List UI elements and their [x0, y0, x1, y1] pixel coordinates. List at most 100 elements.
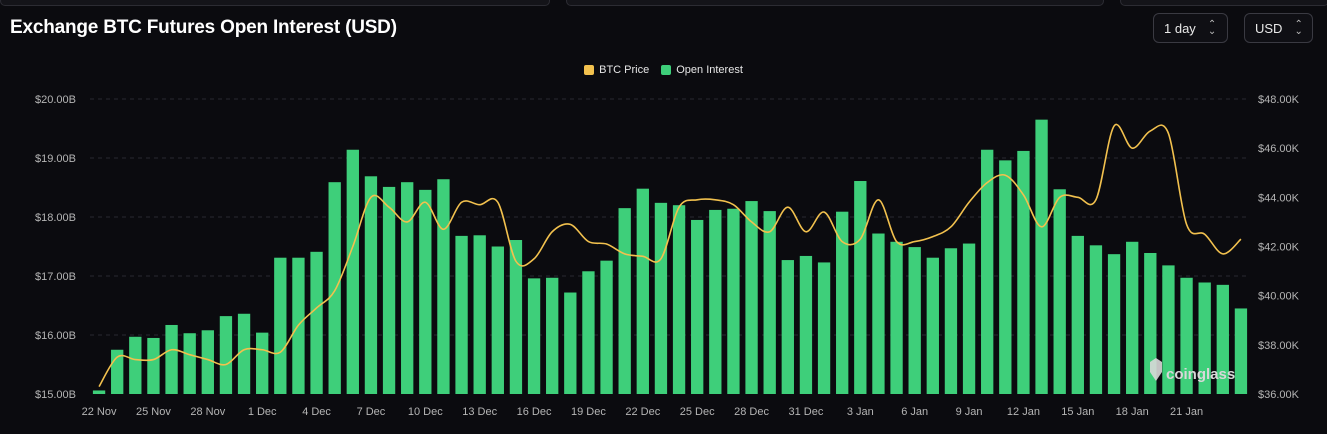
open-interest-bar — [1144, 252, 1157, 394]
open-interest-bar — [1216, 284, 1229, 394]
open-interest-bar — [709, 209, 722, 394]
open-interest-bar — [509, 240, 523, 394]
open-interest-bar — [129, 336, 142, 394]
open-interest-bar — [582, 271, 595, 394]
open-interest-bar — [1234, 308, 1248, 394]
y-left-tick-label: $18.00B — [35, 212, 76, 224]
top-control-stub-right[interactable] — [1120, 0, 1327, 6]
legend-item-btc-price[interactable]: BTC Price — [584, 64, 649, 76]
open-interest-bar — [473, 235, 486, 394]
open-interest-bar — [944, 248, 958, 394]
legend-label-open-interest: Open Interest — [676, 64, 743, 76]
chevron-updown-icon: ⌃ ⌄ — [1294, 19, 1303, 37]
y-left-tick-label: $16.00B — [35, 330, 76, 342]
open-interest-bar — [419, 189, 432, 394]
open-interest-bar — [890, 241, 903, 394]
open-interest-bar — [745, 201, 758, 394]
open-interest-bar — [1198, 282, 1211, 394]
open-interest-bar — [1180, 277, 1193, 394]
x-tick-label: 9 Jan — [956, 406, 983, 418]
top-control-stub-left[interactable] — [0, 0, 550, 6]
x-tick-label: 16 Dec — [517, 406, 552, 418]
open-interest-bar — [1107, 254, 1121, 394]
open-interest-bar — [1089, 245, 1103, 394]
btc-price-line — [98, 123, 1242, 388]
y-right-tick-label: $36.00K — [1258, 389, 1300, 401]
top-control-stub-middle[interactable] — [566, 0, 1104, 6]
open-interest-bar — [672, 205, 686, 394]
x-tick-label: 12 Jan — [1007, 406, 1040, 418]
open-interest-bar — [799, 255, 813, 394]
chart-legend: BTC Price Open Interest — [0, 64, 1327, 76]
open-interest-bar — [908, 247, 921, 394]
interval-select[interactable]: 1 day ⌃ ⌄ — [1153, 13, 1228, 43]
x-tick-label: 22 Nov — [82, 406, 117, 418]
x-tick-label: 28 Nov — [190, 406, 225, 418]
y-left-tick-label: $20.00B — [35, 94, 76, 106]
x-tick-label: 4 Dec — [302, 406, 331, 418]
open-interest-bar — [165, 324, 178, 394]
open-interest-bar — [455, 235, 468, 394]
open-interest-bar — [1162, 265, 1175, 394]
open-interest-bar — [1035, 119, 1048, 395]
open-interest-bar — [981, 149, 994, 394]
y-right-tick-label: $46.00K — [1258, 143, 1300, 155]
x-tick-label: 3 Jan — [847, 406, 874, 418]
open-interest-bar — [92, 390, 106, 394]
open-interest-bar — [1017, 150, 1030, 394]
open-interest-bar — [618, 208, 631, 394]
open-interest-bar — [491, 246, 504, 394]
open-interest-bar — [328, 182, 341, 394]
x-tick-label: 18 Jan — [1116, 406, 1149, 418]
x-tick-label: 13 Dec — [462, 406, 497, 418]
open-interest-bar — [364, 176, 378, 394]
y-right-tick-label: $40.00K — [1258, 291, 1300, 303]
open-interest-bar — [527, 278, 541, 394]
legend-swatch-open-interest — [661, 65, 672, 75]
open-interest-bar — [1053, 189, 1066, 394]
y-right-tick-label: $48.00K — [1258, 94, 1300, 106]
open-interest-bar — [237, 313, 251, 394]
x-tick-label: 10 Dec — [408, 406, 443, 418]
x-tick-label: 1 Dec — [248, 406, 277, 418]
chart-controls: 1 day ⌃ ⌄ USD ⌃ ⌄ — [1153, 13, 1313, 43]
y-right-tick-label: $42.00K — [1258, 242, 1300, 254]
open-interest-bar — [564, 292, 577, 394]
coinglass-logo-icon — [1150, 358, 1162, 381]
legend-item-open-interest[interactable]: Open Interest — [661, 64, 743, 76]
x-tick-label: 7 Dec — [357, 406, 386, 418]
currency-select-value: USD — [1255, 20, 1283, 36]
chart-header: Exchange BTC Futures Open Interest (USD)… — [10, 13, 1313, 43]
x-tick-label: 21 Jan — [1170, 406, 1203, 418]
open-interest-bar — [183, 333, 196, 394]
x-tick-label: 19 Dec — [571, 406, 606, 418]
open-interest-bar — [781, 260, 794, 394]
open-interest-bar — [817, 262, 831, 394]
y-left-tick-label: $19.00B — [35, 153, 76, 165]
x-tick-label: 28 Dec — [734, 406, 769, 418]
x-tick-label: 25 Nov — [136, 406, 171, 418]
open-interest-bar — [636, 188, 649, 394]
open-interest-bar — [1126, 241, 1139, 394]
watermark-text: coinglass — [1166, 366, 1235, 383]
chart-title: Exchange BTC Futures Open Interest (USD) — [10, 17, 397, 38]
y-right-tick-label: $38.00K — [1258, 340, 1300, 352]
open-interest-bar — [346, 149, 359, 394]
y-left-tick-label: $17.00B — [35, 271, 76, 283]
open-interest-bar — [926, 257, 939, 394]
currency-select[interactable]: USD ⌃ ⌄ — [1244, 13, 1313, 43]
chevron-updown-icon: ⌃ ⌄ — [1207, 19, 1217, 37]
legend-label-btc-price: BTC Price — [599, 64, 650, 76]
open-interest-bar — [310, 251, 323, 394]
open-interest-bar — [999, 160, 1012, 394]
open-interest-bar — [274, 257, 287, 394]
open-interest-bar — [763, 211, 776, 394]
open-interest-bar — [382, 186, 396, 394]
x-tick-label: 15 Jan — [1061, 406, 1094, 418]
open-interest-bar — [691, 219, 704, 394]
y-left-tick-label: $15.00B — [35, 389, 76, 401]
open-interest-bar — [201, 330, 214, 394]
x-tick-label: 6 Jan — [901, 406, 928, 418]
open-interest-bar — [1071, 235, 1084, 394]
